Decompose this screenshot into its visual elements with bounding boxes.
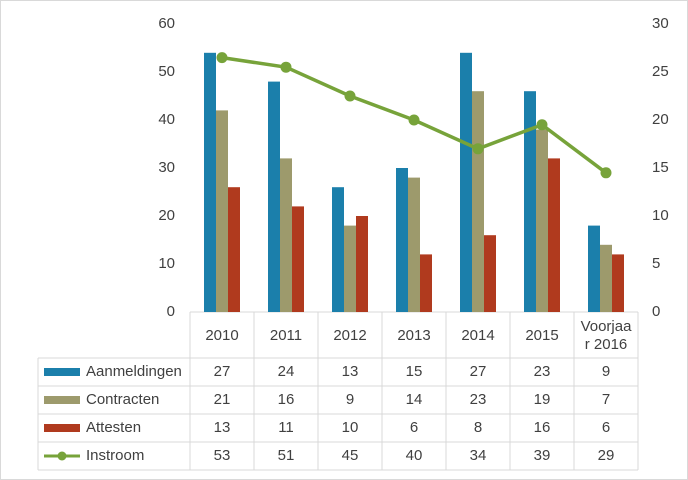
table-cell: 27 bbox=[214, 363, 231, 380]
bar bbox=[280, 158, 292, 312]
bar bbox=[228, 187, 240, 312]
bar bbox=[460, 52, 472, 313]
table-cell: 14 bbox=[406, 391, 423, 408]
table-cell: 24 bbox=[278, 363, 295, 380]
legend-marker bbox=[57, 451, 67, 461]
line-marker bbox=[408, 114, 420, 126]
bar bbox=[536, 129, 548, 312]
bar bbox=[396, 168, 408, 312]
x-tick-label: Voorjaar 2016 bbox=[580, 318, 632, 353]
table-cell: 29 bbox=[598, 447, 615, 464]
line-marker bbox=[216, 52, 228, 64]
x-tick-label-box: 2010 bbox=[205, 327, 239, 344]
x-tick-label: 2013 bbox=[397, 327, 431, 344]
y-tick-label: 50 bbox=[158, 63, 175, 80]
legend-swatch bbox=[44, 424, 80, 432]
bar bbox=[548, 158, 560, 312]
bar bbox=[588, 225, 600, 312]
y2-tick-label: 30 bbox=[652, 15, 669, 32]
y2-tick-label: 5 bbox=[652, 255, 660, 272]
x-tick-label: 2012 bbox=[333, 327, 367, 344]
table-cell: 11 bbox=[278, 419, 294, 436]
x-tick-label-box: 2014 bbox=[461, 327, 495, 344]
table-cell: 9 bbox=[346, 391, 354, 408]
line-marker bbox=[280, 61, 292, 73]
x-tick-label-box: 2012 bbox=[333, 327, 367, 344]
y2-tick-label: 25 bbox=[652, 63, 669, 80]
bar bbox=[344, 225, 356, 312]
table-cell: 23 bbox=[534, 363, 551, 380]
table-cell: 8 bbox=[474, 419, 482, 436]
table-cell: 16 bbox=[278, 391, 295, 408]
table-cell: 23 bbox=[470, 391, 487, 408]
legend-swatch bbox=[44, 396, 80, 404]
x-tick-label: 2010 bbox=[205, 327, 239, 344]
table-cell: 34 bbox=[470, 447, 487, 464]
bar bbox=[216, 110, 228, 313]
line-marker bbox=[600, 167, 612, 179]
line-marker bbox=[344, 90, 356, 102]
table-cell: 51 bbox=[278, 447, 295, 464]
table-cell: 10 bbox=[342, 419, 359, 436]
y-tick-label: 0 bbox=[167, 303, 175, 320]
legend-label: Contracten bbox=[86, 391, 159, 408]
table-cell: 39 bbox=[534, 447, 551, 464]
bar bbox=[420, 254, 432, 312]
y-tick-label: 20 bbox=[158, 207, 175, 224]
legend-swatch bbox=[44, 368, 80, 376]
table-cell: 21 bbox=[214, 391, 231, 408]
x-tick-label: 2015 bbox=[525, 327, 559, 344]
x-tick-label-box: 2015 bbox=[525, 327, 559, 344]
bar bbox=[204, 52, 216, 313]
bar bbox=[408, 177, 420, 312]
bar bbox=[472, 91, 484, 312]
bar bbox=[524, 91, 536, 312]
table-cell: 16 bbox=[534, 419, 551, 436]
table-cell: 13 bbox=[214, 419, 231, 436]
table-cell: 53 bbox=[214, 447, 231, 464]
table-cell: 9 bbox=[602, 363, 610, 380]
bar bbox=[612, 254, 624, 312]
y2-tick-label: 20 bbox=[652, 111, 669, 128]
line-marker bbox=[536, 119, 548, 131]
y-tick-label: 60 bbox=[158, 15, 175, 32]
bar bbox=[332, 187, 344, 312]
bar bbox=[600, 244, 612, 312]
y2-tick-label: 15 bbox=[652, 159, 669, 176]
table-cell: 13 bbox=[342, 363, 359, 380]
legend-label: Aanmeldingen bbox=[86, 363, 182, 380]
table-cell: 6 bbox=[602, 419, 610, 436]
y2-tick-label: 0 bbox=[652, 303, 660, 320]
legend-label: Attesten bbox=[86, 419, 141, 436]
x-tick-label: 2014 bbox=[461, 327, 495, 344]
line-marker bbox=[472, 143, 484, 155]
bar bbox=[292, 206, 304, 312]
y-tick-label: 10 bbox=[158, 255, 175, 272]
x-tick-label-box: 2013 bbox=[397, 327, 431, 344]
table-cell: 19 bbox=[534, 391, 551, 408]
table-cell: 40 bbox=[406, 447, 423, 464]
y-tick-label: 30 bbox=[158, 159, 175, 176]
bar bbox=[268, 81, 280, 312]
bar bbox=[484, 235, 496, 312]
table-cell: 7 bbox=[602, 391, 610, 408]
x-tick-label: 2011 bbox=[269, 327, 303, 344]
y2-tick-label: 10 bbox=[652, 207, 669, 224]
y-tick-label: 40 bbox=[158, 111, 175, 128]
table-cell: 27 bbox=[470, 363, 487, 380]
table-cell: 6 bbox=[410, 419, 418, 436]
x-tick-label-box: 2011 bbox=[269, 327, 303, 344]
bar bbox=[356, 216, 368, 312]
legend-label: Instroom bbox=[86, 447, 144, 464]
table-cell: 45 bbox=[342, 447, 359, 464]
table-cell: 15 bbox=[406, 363, 423, 380]
x-tick-label-box: Voorjaar 2016 bbox=[580, 318, 632, 353]
